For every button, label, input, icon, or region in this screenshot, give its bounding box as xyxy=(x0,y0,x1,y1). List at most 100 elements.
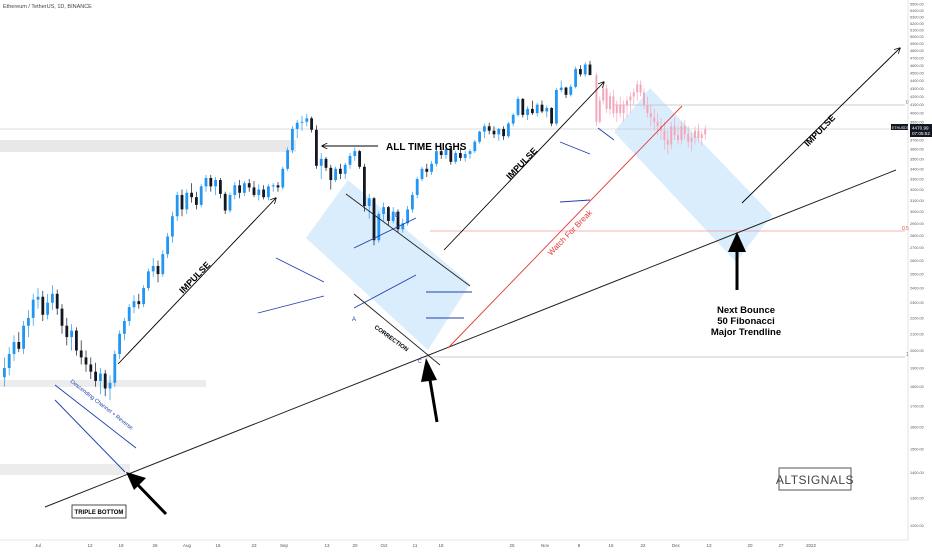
candle xyxy=(507,121,510,138)
candle xyxy=(574,66,577,89)
price-tick-label: 2700.00 xyxy=(910,246,924,250)
candle xyxy=(569,84,573,97)
correction-bottom xyxy=(353,293,441,366)
candle xyxy=(391,207,395,224)
fib-05-label: 0.5 xyxy=(902,226,909,232)
price-tick-label: 5200.00 xyxy=(910,22,924,26)
candle xyxy=(271,183,275,192)
projection-candle xyxy=(660,117,662,140)
price-tick-label: 4300.00 xyxy=(910,87,924,91)
projection-candle xyxy=(680,121,683,145)
projection-candle xyxy=(626,96,628,118)
projection-candle xyxy=(677,126,679,145)
candle xyxy=(459,147,462,161)
projection-candle xyxy=(690,132,693,152)
candle xyxy=(209,174,213,192)
candle xyxy=(435,149,438,167)
triple-bottom-box: TRIPLE BOTTOM xyxy=(71,504,127,519)
price-tick-label: 4200.00 xyxy=(910,95,924,99)
candle xyxy=(65,317,69,346)
candle xyxy=(516,96,520,117)
candle xyxy=(583,62,587,77)
triple-bottom-label: TRIPLE BOTTOM xyxy=(75,510,124,516)
price-tick-label: 2000.00 xyxy=(910,349,924,353)
price-tick-label: 2600.00 xyxy=(910,259,924,263)
candle xyxy=(401,218,405,233)
projection-candle xyxy=(643,88,645,109)
candle xyxy=(262,185,265,200)
price-tick-label: 1200.00 xyxy=(910,524,924,528)
price-tick-label: 2200.00 xyxy=(910,316,924,320)
impulse-arrow-3 xyxy=(741,48,900,204)
candle xyxy=(521,98,525,118)
next-bounce-label-3: Major Trendline xyxy=(711,327,781,338)
wave-b-label: B xyxy=(395,213,399,219)
projection-candle xyxy=(653,108,656,131)
candle xyxy=(99,368,102,395)
candles-group xyxy=(3,60,592,401)
candle xyxy=(22,320,25,354)
candle xyxy=(463,151,467,162)
pennant-2-top xyxy=(559,141,591,155)
price-tick-label: 3500.00 xyxy=(910,157,924,161)
candle xyxy=(247,179,251,192)
candle xyxy=(132,295,136,314)
projection-candle xyxy=(622,100,625,122)
pennant-1-bottom xyxy=(257,295,325,314)
candle xyxy=(300,115,304,131)
candle xyxy=(588,60,592,76)
candle xyxy=(411,191,414,213)
projection-candle xyxy=(639,80,642,97)
impulse-arrow-1 xyxy=(117,198,276,365)
price-badge-price: 4470.99 xyxy=(912,126,929,131)
candle xyxy=(367,193,371,219)
time-tick-label: 12 xyxy=(87,543,93,548)
candle xyxy=(396,209,400,233)
price-tick-label: 5500.00 xyxy=(910,3,924,7)
wave-c-label: C xyxy=(418,359,422,365)
candle xyxy=(531,100,534,115)
candle xyxy=(190,183,193,203)
candle xyxy=(579,65,582,77)
candle xyxy=(449,145,453,165)
pennant-3-top xyxy=(597,127,615,141)
candle xyxy=(94,362,97,387)
candle xyxy=(473,139,477,154)
price-axis: 1200.00 1300.00 1400.00 1500.00 1600.00 1700.… xyxy=(910,3,924,528)
time-tick-label: 23 xyxy=(251,543,257,548)
price-badge: ETHUSDT 4470.99 07:05:52 xyxy=(891,124,932,137)
candle xyxy=(502,126,505,140)
candle xyxy=(372,197,376,246)
candle xyxy=(343,162,347,180)
price-tick-label: 1600.00 xyxy=(910,425,924,429)
price-badge-countdown: 07:05:52 xyxy=(912,131,930,136)
price-tick-label: 1500.00 xyxy=(910,448,924,452)
time-axis: Jul 12 19 26 Aug 16 23 Sep 13 20 Oct 11 18 25 Nov 8 15 22… xyxy=(35,543,816,548)
red-trendline xyxy=(447,105,683,349)
price-tick-label: 2100.00 xyxy=(910,332,924,336)
candle xyxy=(79,340,83,365)
candle xyxy=(214,176,217,195)
candle xyxy=(286,147,289,171)
price-tick-label: 2900.00 xyxy=(910,222,924,226)
candle xyxy=(252,181,256,198)
correction-channel xyxy=(306,180,470,350)
candle xyxy=(353,147,357,161)
projection-candle xyxy=(602,84,605,105)
candle xyxy=(315,125,318,169)
descending-channel-bottom xyxy=(54,399,126,473)
candle xyxy=(123,317,126,341)
price-tick-label: 4700.00 xyxy=(910,56,924,60)
wedge-line-1 xyxy=(353,217,417,249)
fib-0-label: 0 xyxy=(906,100,909,106)
watch-for-break-label: Watch For Break xyxy=(546,207,595,257)
projection-candle xyxy=(683,120,686,140)
all-time-highs-label: ALL TIME HIGHS xyxy=(386,142,467,153)
candle xyxy=(127,304,131,326)
candle xyxy=(51,285,54,311)
time-tick-label: 20 xyxy=(352,543,358,548)
candle xyxy=(185,189,189,214)
candle xyxy=(425,163,429,177)
projection-candle xyxy=(697,123,700,142)
time-tick-label: Dec xyxy=(672,543,681,548)
